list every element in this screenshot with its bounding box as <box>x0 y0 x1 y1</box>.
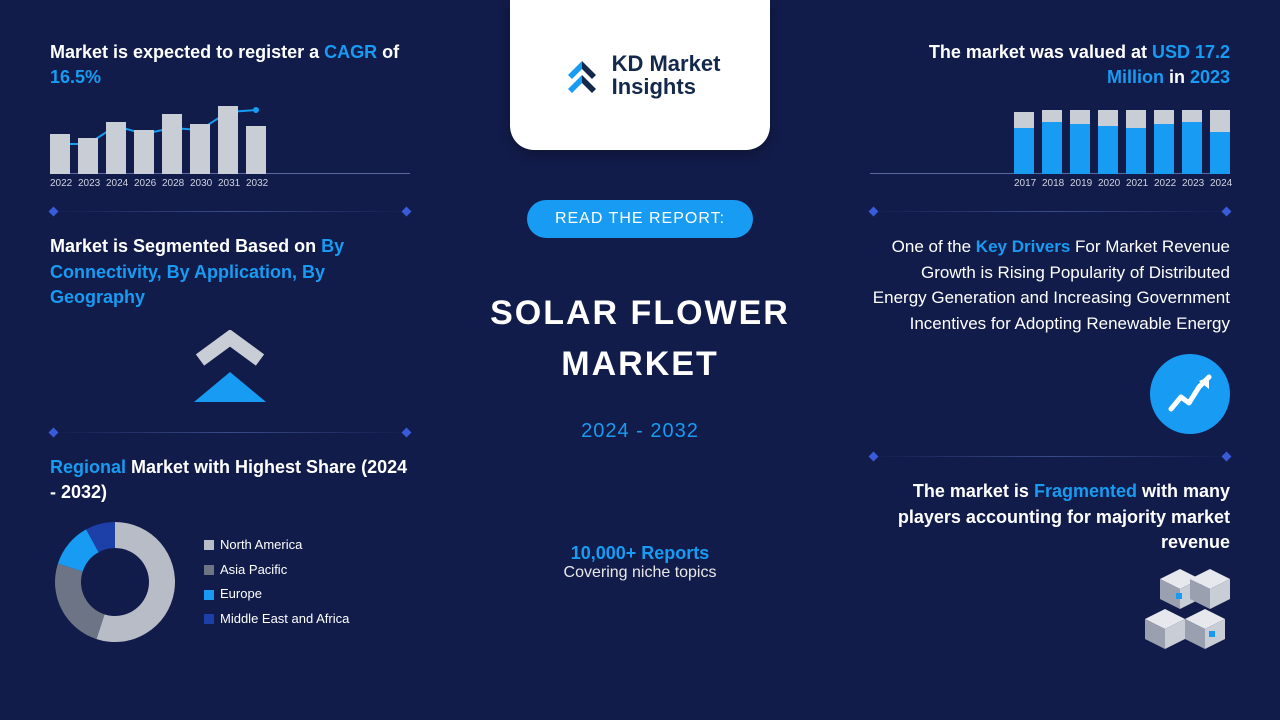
bar-year-label: 2030 <box>190 178 210 189</box>
valuation-year-labels: 2017 2018 2019 2020 2021 2022 2023 2024 <box>870 178 1230 189</box>
bar <box>162 114 182 174</box>
bar <box>1014 112 1034 174</box>
fragmented-text: The market is Fragmented with many playe… <box>870 479 1230 555</box>
legend-label: Asia Pacific <box>220 558 287 583</box>
legend-item: North America <box>204 533 349 558</box>
segmentation-arrow-icon <box>50 330 410 410</box>
cagr-block: Market is expected to register a CAGR of… <box>50 40 410 189</box>
valuation-text: The market was valued at USD 17.2 Millio… <box>870 40 1230 90</box>
brand-line2: Insights <box>612 75 721 98</box>
bar <box>218 106 238 174</box>
bar <box>134 130 154 174</box>
bar <box>1042 110 1062 174</box>
drivers-block: One of the Key Drivers For Market Revenu… <box>870 234 1230 434</box>
center-column: KD Market Insights READ THE REPORT: SOLA… <box>490 0 790 582</box>
bar <box>1098 110 1118 174</box>
report-title: SOLAR FLOWER MARKET <box>490 288 790 390</box>
bar-year-label: 2022 <box>1154 178 1174 189</box>
legend-item: Europe <box>204 582 349 607</box>
legend-swatch <box>204 540 214 550</box>
bar <box>1154 110 1174 174</box>
brand-line1: KD Market <box>612 52 721 75</box>
brand-mark-icon <box>560 49 604 101</box>
legend-label: Middle East and Africa <box>220 607 349 632</box>
donut-slice <box>55 564 104 640</box>
legend-item: Asia Pacific <box>204 558 349 583</box>
bar <box>1210 110 1230 174</box>
drivers-text: One of the Key Drivers For Market Revenu… <box>870 234 1230 336</box>
bar <box>1182 110 1202 174</box>
section-divider <box>870 211 1230 212</box>
cubes-icon <box>870 569 1230 659</box>
bar-year-label: 2021 <box>1126 178 1146 189</box>
valuation-bar-chart <box>870 104 1230 174</box>
bar <box>50 134 70 174</box>
legend-swatch <box>204 590 214 600</box>
legend-label: North America <box>220 533 302 558</box>
regional-text: Regional Market with Highest Share (2024… <box>50 455 410 505</box>
regional-donut-wrap: North AmericaAsia PacificEuropeMiddle Ea… <box>50 517 410 647</box>
valuation-block: The market was valued at USD 17.2 Millio… <box>870 40 1230 189</box>
bar-year-label: 2022 <box>50 178 70 189</box>
section-divider <box>870 456 1230 457</box>
bar-year-label: 2023 <box>78 178 98 189</box>
bar-year-label: 2017 <box>1014 178 1034 189</box>
bar <box>1070 110 1090 174</box>
growth-trend-icon <box>870 354 1230 434</box>
bar-year-label: 2032 <box>246 178 266 189</box>
legend-swatch <box>204 565 214 575</box>
reports-count: 10,000+ Reports <box>490 543 790 564</box>
cagr-year-labels: 2022 2023 2024 2026 2028 2030 2031 2032 <box>50 178 410 189</box>
bar-year-label: 2020 <box>1098 178 1118 189</box>
bar <box>78 138 98 174</box>
title-line1: SOLAR FLOWER <box>490 288 790 339</box>
legend-label: Europe <box>220 582 262 607</box>
brand-logo-card: KD Market Insights <box>510 0 770 150</box>
segmentation-block: Market is Segmented Based on By Connecti… <box>50 234 410 410</box>
legend-item: Middle East and Africa <box>204 607 349 632</box>
bar <box>246 126 266 174</box>
fragmented-block: The market is Fragmented with many playe… <box>870 479 1230 659</box>
segmentation-text: Market is Segmented Based on By Connecti… <box>50 234 410 310</box>
bar-year-label: 2024 <box>106 178 126 189</box>
section-divider <box>50 211 410 212</box>
legend-swatch <box>204 614 214 624</box>
bar-year-label: 2028 <box>162 178 182 189</box>
brand-name: KD Market Insights <box>612 52 721 98</box>
bar-year-label: 2019 <box>1070 178 1090 189</box>
regional-donut-chart <box>50 517 180 647</box>
title-line2: MARKET <box>490 339 790 390</box>
read-report-button[interactable]: READ THE REPORT: <box>527 200 753 238</box>
right-column: The market was valued at USD 17.2 Millio… <box>870 40 1230 679</box>
bar-year-label: 2024 <box>1210 178 1230 189</box>
reports-subtitle: Covering niche topics <box>490 564 790 582</box>
left-column: Market is expected to register a CAGR of… <box>50 40 410 667</box>
regional-block: Regional Market with Highest Share (2024… <box>50 455 410 647</box>
regional-legend: North AmericaAsia PacificEuropeMiddle Ea… <box>204 533 349 632</box>
bar <box>1126 110 1146 174</box>
cagr-bar-chart <box>50 104 410 174</box>
bar-year-label: 2031 <box>218 178 238 189</box>
section-divider <box>50 432 410 433</box>
bar <box>106 122 126 174</box>
report-year-range: 2024 - 2032 <box>490 420 790 443</box>
bar-year-label: 2023 <box>1182 178 1202 189</box>
bar-year-label: 2026 <box>134 178 154 189</box>
bar <box>190 124 210 174</box>
cagr-text: Market is expected to register a CAGR of… <box>50 40 410 90</box>
bar-year-label: 2018 <box>1042 178 1062 189</box>
